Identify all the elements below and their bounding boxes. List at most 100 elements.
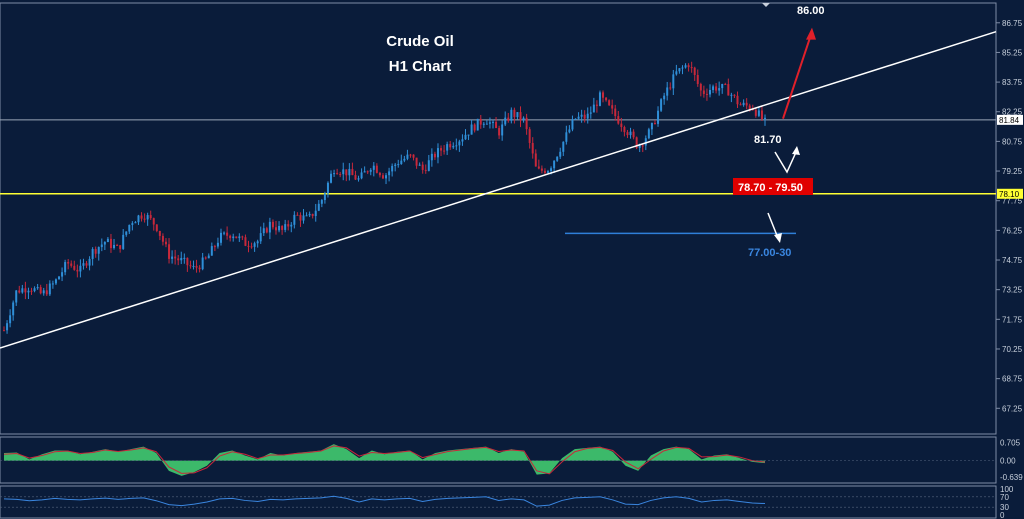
candle-body (510, 109, 513, 121)
candle-body (571, 119, 574, 130)
candle-body (464, 134, 467, 140)
candle-body (192, 265, 195, 267)
candle-body (235, 236, 238, 239)
candle-body (516, 112, 519, 118)
candle-body (727, 84, 730, 96)
candle-body (360, 172, 363, 179)
candle-body (27, 290, 30, 293)
target-up-label: 86.00 (797, 5, 825, 17)
rsi-tick-label: 0 (1000, 511, 1005, 519)
candle-body (583, 114, 586, 119)
candle-body (128, 224, 131, 232)
oscillator-series: 0.705 0.00 -0.639 (0, 439, 1023, 482)
candle-body (715, 86, 718, 91)
candle-body (641, 145, 644, 147)
candle-body (342, 169, 345, 175)
candle-body (268, 221, 271, 233)
candle-body (213, 246, 216, 248)
candle-body (137, 215, 140, 223)
candle-body (88, 258, 91, 266)
candle-body (24, 288, 27, 293)
candle-body (504, 117, 507, 125)
candle-body (348, 168, 351, 176)
y-tick-label: 70.25 (1002, 345, 1023, 354)
candle-body (265, 228, 268, 233)
candle-body (696, 74, 699, 84)
oscillator-signal-line (3, 445, 766, 475)
candle-body (440, 148, 443, 151)
candle-body (91, 249, 94, 259)
candle-body (733, 94, 736, 96)
target-down-arrowhead (774, 233, 782, 243)
candle-body (620, 123, 623, 128)
candle-body (253, 243, 256, 247)
candle-body (519, 112, 522, 121)
candle-body (556, 156, 559, 161)
candle-body (278, 226, 281, 231)
y-tick-label: 68.75 (1002, 375, 1023, 384)
candle-body (644, 138, 647, 146)
candle-body (219, 232, 222, 243)
candle-body (482, 123, 485, 125)
candle-body (525, 117, 528, 130)
candle-body (385, 175, 388, 179)
candle-body (171, 256, 174, 259)
candle-body (345, 169, 348, 176)
candle-body (543, 170, 546, 173)
candle-body (6, 323, 9, 331)
candle-body (143, 218, 146, 220)
candle-body (33, 288, 36, 292)
candle-body (721, 84, 724, 89)
candle-body (76, 269, 79, 272)
candle-body (458, 141, 461, 146)
candle-body (21, 288, 24, 293)
candle-body (736, 95, 739, 105)
candle-body (330, 173, 333, 183)
y-tick-label: 85.25 (1002, 48, 1023, 57)
candle-body (305, 215, 308, 217)
candle-body (241, 236, 244, 238)
candle-body (391, 165, 394, 172)
y-tick-label: 79.25 (1002, 167, 1023, 176)
candle-body (653, 123, 656, 125)
candle-body (351, 168, 354, 176)
candle-body (657, 110, 660, 124)
candle-body (418, 164, 421, 166)
retest-arrowhead (792, 146, 800, 155)
candle-body (595, 104, 598, 106)
candle-body (754, 109, 757, 116)
candle-body (357, 178, 360, 180)
candle-body (436, 148, 439, 158)
oscillator-tick-label: 0.705 (1000, 439, 1021, 448)
chart-title-line-2: H1 Chart (388, 58, 452, 75)
candle-body (495, 121, 498, 129)
candle-body (284, 224, 287, 230)
candle-body (739, 104, 742, 106)
candle-body (366, 171, 369, 173)
candle-body (94, 249, 97, 254)
scroll-marker-icon (762, 3, 770, 7)
candle-body (146, 215, 149, 220)
candle-body (602, 92, 605, 98)
candle-body (122, 234, 125, 249)
candle-body (559, 151, 562, 157)
zone-box (733, 178, 813, 195)
candle-body (702, 90, 705, 94)
candle-body (470, 124, 473, 135)
y-tick-label: 80.75 (1002, 137, 1023, 146)
candle-body (592, 104, 595, 113)
candle-body (244, 237, 247, 246)
candle-body (326, 182, 329, 194)
candle-body (186, 257, 189, 266)
candle-body (177, 258, 180, 261)
candle-body (388, 171, 391, 176)
candle-body (513, 109, 516, 118)
candle-body (449, 144, 452, 148)
candle-body (375, 165, 378, 173)
candle-body (116, 244, 119, 246)
candle-body (397, 164, 400, 166)
candle-body (302, 215, 305, 221)
y-tick-label: 82.25 (1002, 108, 1023, 117)
rsi-panel-frame (0, 485, 997, 519)
candle-body (216, 242, 219, 247)
